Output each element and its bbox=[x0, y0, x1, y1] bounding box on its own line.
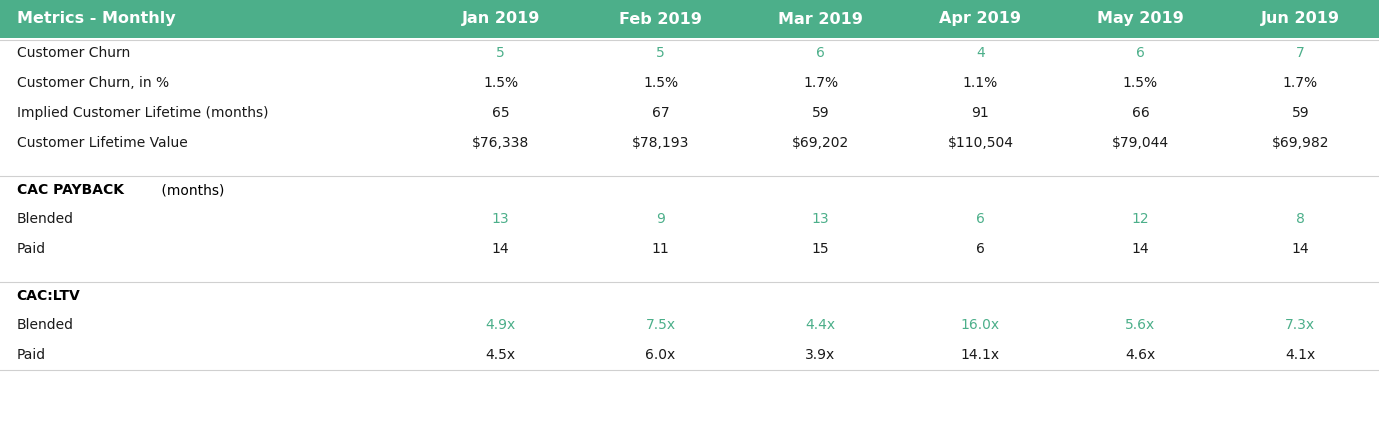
Text: $69,982: $69,982 bbox=[1271, 136, 1329, 150]
Text: 14.1x: 14.1x bbox=[961, 348, 1000, 362]
Text: CAC PAYBACK: CAC PAYBACK bbox=[17, 183, 124, 197]
Text: Customer Churn: Customer Churn bbox=[17, 46, 130, 60]
Text: 1.5%: 1.5% bbox=[1123, 76, 1158, 90]
Text: 14: 14 bbox=[492, 242, 509, 256]
Text: 6: 6 bbox=[976, 242, 985, 256]
Text: Implied Customer Lifetime (months): Implied Customer Lifetime (months) bbox=[17, 106, 268, 120]
Text: 4.4x: 4.4x bbox=[805, 318, 836, 332]
Text: $110,504: $110,504 bbox=[947, 136, 1014, 150]
Text: 6: 6 bbox=[1136, 46, 1145, 60]
Text: 5: 5 bbox=[496, 46, 505, 60]
Text: 7.3x: 7.3x bbox=[1285, 318, 1316, 332]
Text: 7.5x: 7.5x bbox=[645, 318, 676, 332]
Text: Customer Lifetime Value: Customer Lifetime Value bbox=[17, 136, 188, 150]
Text: Mar 2019: Mar 2019 bbox=[778, 12, 863, 26]
Text: 91: 91 bbox=[972, 106, 989, 120]
Text: 1.7%: 1.7% bbox=[803, 76, 838, 90]
Text: Paid: Paid bbox=[17, 242, 46, 256]
Text: 4.9x: 4.9x bbox=[485, 318, 516, 332]
Text: 14: 14 bbox=[1292, 242, 1309, 256]
Text: 66: 66 bbox=[1132, 106, 1149, 120]
Text: $76,338: $76,338 bbox=[472, 136, 530, 150]
Text: 16.0x: 16.0x bbox=[961, 318, 1000, 332]
Text: $79,044: $79,044 bbox=[1111, 136, 1169, 150]
Text: 1.1%: 1.1% bbox=[963, 76, 998, 90]
Text: 59: 59 bbox=[812, 106, 829, 120]
Text: (months): (months) bbox=[157, 183, 223, 197]
Text: 67: 67 bbox=[652, 106, 669, 120]
Text: 9: 9 bbox=[656, 212, 665, 226]
Text: CAC:LTV: CAC:LTV bbox=[17, 289, 80, 303]
Text: Metrics - Monthly: Metrics - Monthly bbox=[17, 12, 175, 26]
Text: 14: 14 bbox=[1132, 242, 1149, 256]
Text: 3.9x: 3.9x bbox=[805, 348, 836, 362]
Bar bbox=[0, 0, 1379, 38]
Text: 12: 12 bbox=[1132, 212, 1149, 226]
Text: 1.5%: 1.5% bbox=[643, 76, 678, 90]
Text: 1.7%: 1.7% bbox=[1282, 76, 1318, 90]
Text: 8: 8 bbox=[1296, 212, 1305, 226]
Text: 59: 59 bbox=[1292, 106, 1309, 120]
Text: 6: 6 bbox=[976, 212, 985, 226]
Text: 4.1x: 4.1x bbox=[1285, 348, 1316, 362]
Text: 4.6x: 4.6x bbox=[1125, 348, 1156, 362]
Text: 13: 13 bbox=[492, 212, 509, 226]
Text: Jun 2019: Jun 2019 bbox=[1260, 12, 1340, 26]
Text: 6.0x: 6.0x bbox=[645, 348, 676, 362]
Text: $78,193: $78,193 bbox=[632, 136, 690, 150]
Text: Feb 2019: Feb 2019 bbox=[619, 12, 702, 26]
Text: Blended: Blended bbox=[17, 318, 73, 332]
Text: Paid: Paid bbox=[17, 348, 46, 362]
Text: 15: 15 bbox=[812, 242, 829, 256]
Text: May 2019: May 2019 bbox=[1098, 12, 1183, 26]
Text: Jan 2019: Jan 2019 bbox=[462, 12, 539, 26]
Text: Blended: Blended bbox=[17, 212, 73, 226]
Text: 5.6x: 5.6x bbox=[1125, 318, 1156, 332]
Text: 1.5%: 1.5% bbox=[483, 76, 519, 90]
Text: 11: 11 bbox=[652, 242, 669, 256]
Text: 6: 6 bbox=[816, 46, 825, 60]
Text: 4: 4 bbox=[976, 46, 985, 60]
Text: 4.5x: 4.5x bbox=[485, 348, 516, 362]
Text: Apr 2019: Apr 2019 bbox=[939, 12, 1022, 26]
Text: 65: 65 bbox=[492, 106, 509, 120]
Text: 5: 5 bbox=[656, 46, 665, 60]
Text: Customer Churn, in %: Customer Churn, in % bbox=[17, 76, 168, 90]
Text: 7: 7 bbox=[1296, 46, 1305, 60]
Text: 13: 13 bbox=[812, 212, 829, 226]
Text: $69,202: $69,202 bbox=[792, 136, 849, 150]
